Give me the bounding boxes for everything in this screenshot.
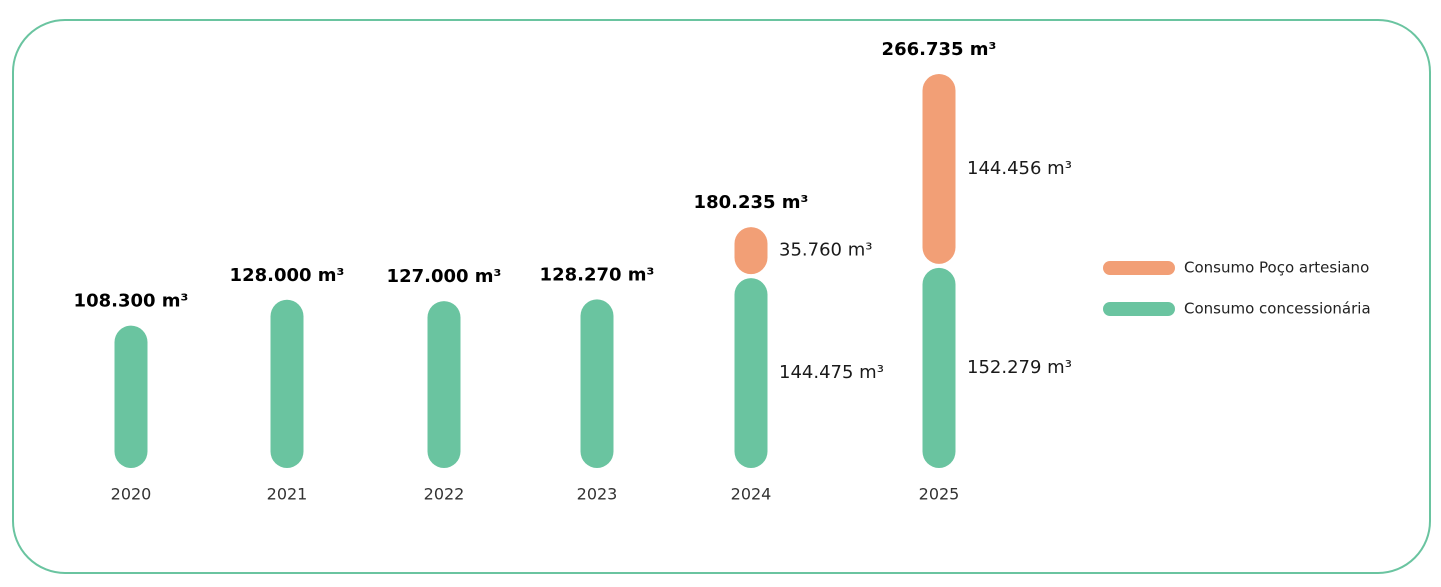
bar-segment <box>734 227 768 275</box>
segment-label: 144.456 m³ <box>967 158 1072 179</box>
bar-segment <box>270 299 304 468</box>
x-tick-label: 2023 <box>577 485 618 504</box>
legend-swatch <box>1103 302 1175 316</box>
bar-segment <box>922 74 956 264</box>
legend-label: Consumo concessionária <box>1184 300 1371 318</box>
segment-label: 144.475 m³ <box>779 362 884 383</box>
legend-label: Consumo Poço artesiano <box>1184 259 1369 277</box>
bar-segment <box>580 299 614 468</box>
segment-label: 152.279 m³ <box>967 357 1072 378</box>
total-label: 266.735 m³ <box>882 39 997 60</box>
total-label: 180.235 m³ <box>694 192 809 213</box>
total-label: 128.000 m³ <box>230 265 345 286</box>
frame <box>12 19 1431 574</box>
total-label: 108.300 m³ <box>74 291 189 312</box>
bar-segment <box>922 267 956 468</box>
total-label: 127.000 m³ <box>387 266 502 287</box>
x-tick-label: 2020 <box>111 485 152 504</box>
total-label: 128.270 m³ <box>540 264 655 285</box>
segment-label: 35.760 m³ <box>779 240 872 261</box>
bar-segment <box>114 325 148 468</box>
x-tick-label: 2022 <box>424 485 465 504</box>
x-tick-label: 2025 <box>919 485 960 504</box>
legend-swatch <box>1103 261 1175 275</box>
x-tick-label: 2024 <box>731 485 772 504</box>
bar-segment <box>427 301 461 468</box>
x-tick-label: 2021 <box>267 485 308 504</box>
bar-segment <box>734 278 768 468</box>
